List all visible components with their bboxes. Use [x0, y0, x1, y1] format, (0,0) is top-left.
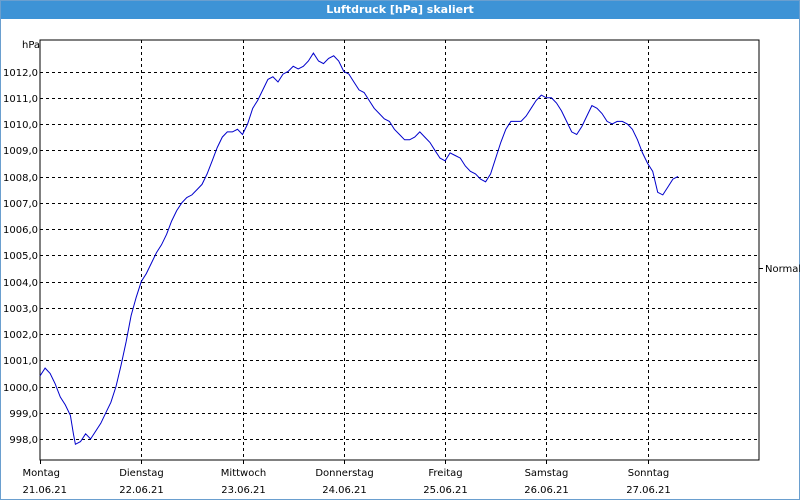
y-tick-label: 1010,0 [3, 120, 38, 131]
y-tick-label: 999,0 [9, 409, 38, 420]
chart-title: Luftdruck [hPa] skaliert [1, 1, 799, 19]
y-tick-label: 1012,0 [3, 68, 38, 79]
grid-layer [40, 40, 759, 460]
x-tick-day-label: Sonntag [628, 468, 670, 479]
y-tick-label: 1008,0 [3, 173, 38, 184]
x-tick-labels: Montag 21.06.21 Dienstag 22.06.21 Mittwoch 23… [23, 460, 671, 496]
y-tick-label: 1005,0 [3, 251, 38, 262]
normal-annotation: Normal [765, 264, 800, 275]
y-tick-label: 1004,0 [3, 278, 38, 289]
x-tick-day-label: Dienstag [119, 468, 164, 479]
x-tick-date-label: 25.06.21 [423, 485, 468, 496]
y-tick-label: 1003,0 [3, 304, 38, 315]
y-tick-label: 998,0 [9, 435, 38, 446]
x-tick-day-label: Montag [23, 468, 60, 479]
x-tick-day-label: Freitag [428, 468, 462, 479]
x-tick-date-label: 22.06.21 [119, 485, 164, 496]
x-tick-date-label: 23.06.21 [221, 485, 266, 496]
y-tick-label: 1001,0 [3, 356, 38, 367]
x-tick-date-label: 24.06.21 [322, 485, 367, 496]
x-tick-day-label: Donnerstag [315, 468, 373, 479]
y-tick-label: 1009,0 [3, 146, 38, 157]
x-tick-date-label: 26.06.21 [524, 485, 569, 496]
x-tick-date-label: 21.06.21 [23, 485, 68, 496]
pressure-series-line [39, 52, 679, 446]
y-tick-labels: 998,0 999,0 1000,0 1001,0 1002,0 1003,0 1004,0… [3, 68, 38, 446]
y-tick-label: 1000,0 [3, 383, 38, 394]
y-axis-label: hPa [22, 40, 40, 51]
y-tick-label: 1011,0 [3, 94, 38, 105]
x-tick-date-label: 27.06.21 [626, 485, 671, 496]
y-tick-label: 1007,0 [3, 199, 38, 210]
y-tick-label: 1002,0 [3, 330, 38, 341]
plot-border [39, 39, 760, 461]
y-tick-label: 1006,0 [3, 225, 38, 236]
x-tick-day-label: Samstag [525, 468, 569, 479]
x-tick-day-label: Mittwoch [221, 468, 266, 479]
